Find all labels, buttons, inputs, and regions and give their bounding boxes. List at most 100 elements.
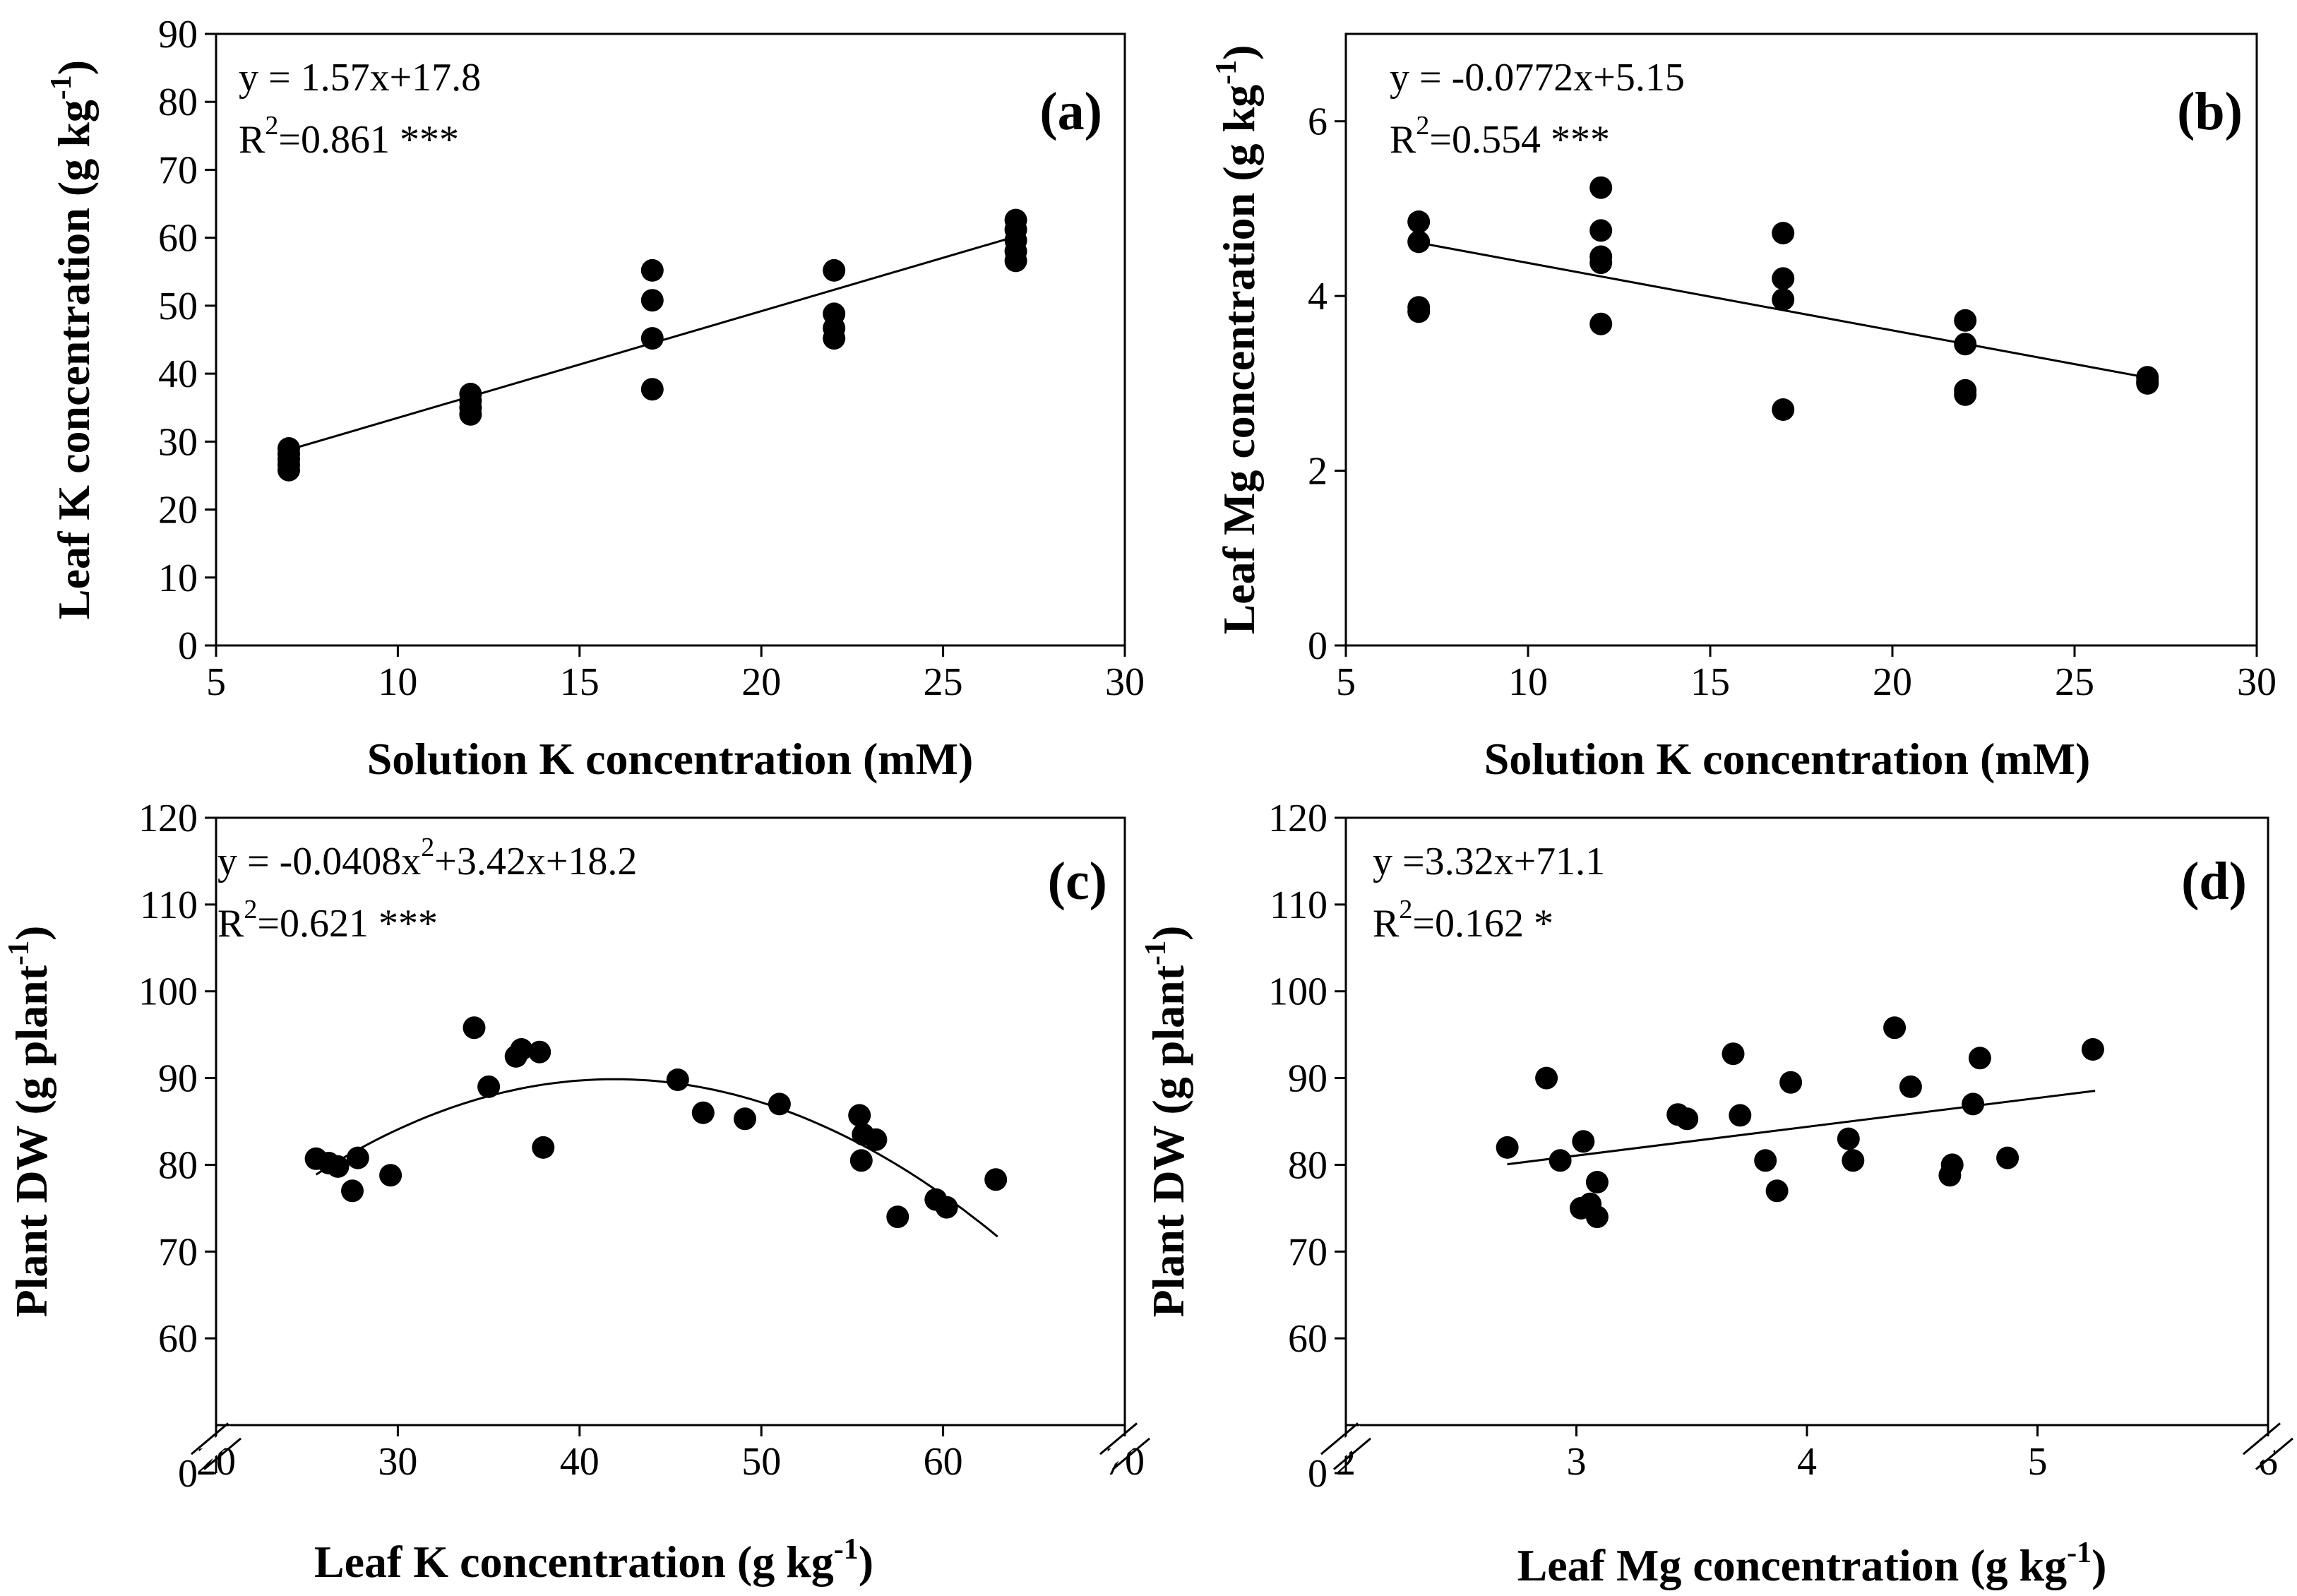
fit-layer	[1507, 1090, 2096, 1166]
data-point	[848, 1104, 871, 1127]
data-point	[1729, 1104, 1752, 1127]
data-point	[1842, 1149, 1865, 1172]
data-point	[463, 1016, 486, 1040]
y-tick-label: 30	[158, 420, 198, 464]
data-point	[886, 1205, 909, 1229]
data-point	[1589, 176, 1613, 199]
r-squared-label: R2=0.621 ***	[217, 895, 438, 946]
x-tick-label: 3	[1567, 1440, 1587, 1484]
data-point	[379, 1164, 402, 1187]
x-tick-label: 20	[741, 660, 781, 704]
data-point	[640, 289, 664, 312]
axis-break-mark	[2242, 1422, 2281, 1455]
data-point	[640, 258, 664, 282]
data-point	[1407, 210, 1431, 233]
data-point	[341, 1179, 364, 1203]
axis-break-mark	[1099, 1422, 1138, 1455]
data-point	[528, 1040, 551, 1064]
axis-break-gap	[1323, 1425, 1369, 1467]
axis-break-mark	[2255, 1437, 2294, 1470]
y-tick-label: 60	[1288, 1317, 1328, 1361]
y-tick-label: 0	[1308, 624, 1328, 668]
y-axis-title: Leaf K concentration (g kg-1)	[45, 60, 99, 619]
fit-layer	[315, 1078, 998, 1238]
points-layer	[1407, 176, 2159, 421]
panel-label: (a)	[1039, 82, 1102, 141]
axis-break-gap	[1102, 1425, 1148, 1467]
y-tick-label: 120	[138, 797, 198, 840]
regression-equation: y =3.32x+71.1	[1373, 840, 1605, 883]
data-point	[278, 437, 300, 460]
data-point	[1968, 1047, 1991, 1070]
data-point	[532, 1136, 555, 1159]
regression-equation: y = 1.57x+17.8	[239, 56, 481, 100]
x-tick-label: 25	[2055, 660, 2094, 704]
axes-layer: 5 10 15 20 25 30 0 10 20 30 40 50 60 70 80 90	[158, 13, 1145, 704]
axis-break-gap	[193, 1425, 239, 1467]
regression-equation: y = -0.0772x+5.15	[1390, 56, 1685, 100]
y-tick-label: 0	[178, 1452, 198, 1496]
y-axis-title: Plant DW (g plant-1)	[3, 926, 56, 1318]
y-tick-label: 120	[1268, 797, 1328, 840]
x-axis-title: Leaf K concentration (g kg-1)	[314, 1533, 873, 1587]
y-tick-label: 70	[158, 1230, 198, 1274]
points-layer	[304, 1016, 1008, 1229]
x-axis-title: Solution K concentration (mM)	[367, 734, 974, 784]
x-tick-label: 10	[1508, 660, 1548, 704]
data-point	[2136, 371, 2159, 395]
x-tick-label: 5	[1336, 660, 1356, 704]
data-point	[935, 1196, 958, 1219]
points-layer	[1496, 1016, 2104, 1229]
x-tick-label: 4	[1797, 1440, 1817, 1484]
x-tick-label: 15	[1690, 660, 1730, 704]
y-tick-label: 80	[1288, 1143, 1328, 1187]
y-tick-label: 50	[158, 285, 198, 328]
x-tick-label: 5	[2028, 1440, 2048, 1484]
plot-frame	[215, 32, 1126, 647]
regression-line	[1507, 1090, 2096, 1166]
y-tick-label: 6	[1308, 100, 1328, 144]
panel-b: 5 10 15 20 25 30 0 2 4 6 y = -0.0772x+5.15 R2=0.5…	[1210, 32, 2277, 784]
x-axis-title: Leaf Mg concentration (g kg-1)	[1517, 1537, 2107, 1590]
data-point	[1940, 1153, 1964, 1177]
data-point	[734, 1107, 756, 1131]
y-tick-label: 20	[158, 489, 198, 532]
data-point	[1962, 1092, 1985, 1116]
x-tick-label: 50	[741, 1440, 781, 1484]
axis-break-mark	[1111, 1437, 1151, 1470]
x-tick-label: 25	[924, 660, 963, 704]
data-point	[1585, 1205, 1609, 1229]
y-tick-label: 90	[158, 13, 198, 56]
data-point	[1954, 309, 1977, 332]
y-tick-label: 70	[158, 148, 198, 192]
y-tick-label: 40	[158, 352, 198, 396]
panel-c: 203040506070607080901001101200 y = -0.04…	[3, 797, 1151, 1587]
y-tick-label: 100	[138, 970, 198, 1014]
data-point	[1549, 1149, 1572, 1172]
x-axis-title: Solution K concentration (mM)	[1484, 734, 2091, 784]
data-point	[459, 383, 482, 405]
regression-line	[315, 1078, 998, 1238]
data-point	[1589, 251, 1613, 275]
data-point	[1754, 1149, 1777, 1172]
data-point	[1004, 208, 1027, 232]
y-tick-label: 80	[158, 1143, 198, 1187]
data-point	[640, 327, 664, 350]
data-point	[1765, 1179, 1789, 1203]
y-tick-label: 4	[1308, 275, 1328, 318]
data-point	[1535, 1066, 1558, 1090]
panel-a: 5 10 15 20 25 30 0 10 20 30 40 50 60 70 80 90 y = 1.57x…	[45, 13, 1145, 784]
data-point	[1772, 288, 1795, 311]
x-tick-label: 40	[560, 1440, 599, 1484]
r-squared-label: R2=0.162 *	[1373, 895, 1553, 946]
plot-frame	[215, 816, 1126, 1427]
y-tick-label: 60	[158, 1317, 198, 1361]
data-point	[1954, 383, 1977, 406]
y-axis-title: Plant DW (g plant-1)	[1140, 926, 1193, 1318]
data-point	[2081, 1038, 2104, 1061]
x-tick-label: 10	[378, 660, 417, 704]
data-point	[1722, 1042, 1745, 1066]
data-point	[477, 1075, 501, 1098]
data-point	[849, 1149, 873, 1172]
